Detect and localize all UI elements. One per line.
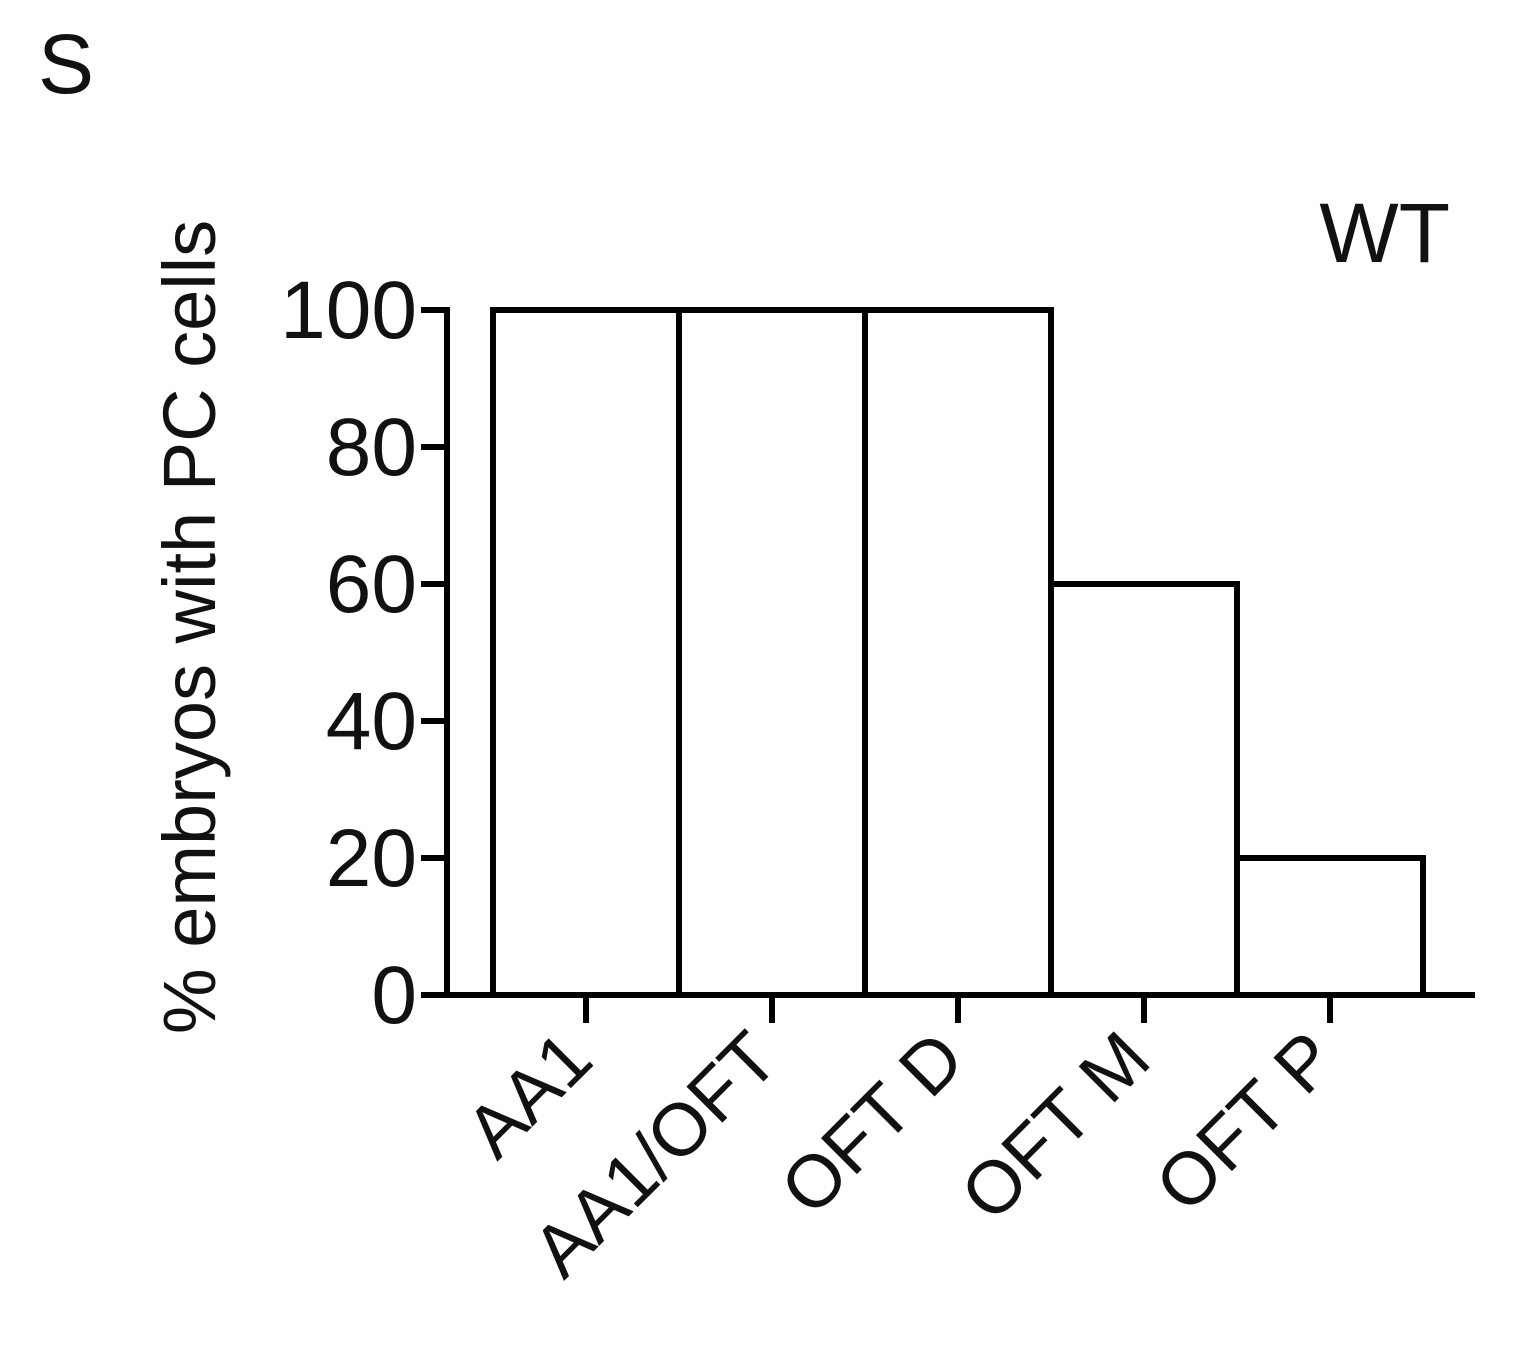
y-tick-label: 40 [326, 676, 417, 767]
bars-group [490, 307, 1426, 998]
y-tick-label: 80 [326, 402, 417, 493]
bar-aa1 [490, 307, 682, 998]
y-axis: 0 20 40 60 80 100 [280, 265, 450, 1041]
y-tick-label: 60 [326, 539, 417, 630]
y-axis-label: % embryos with PC cells [148, 220, 231, 1034]
bar-aa1-oft [676, 307, 868, 998]
x-tick-label: OFT P [1140, 1016, 1352, 1228]
x-tick-label: OFT D [765, 1016, 980, 1231]
y-tick-label: 0 [371, 950, 417, 1041]
y-tick-label: 100 [280, 265, 417, 356]
x-tick-label: OFT M [945, 1016, 1166, 1237]
chart-title: WT [1319, 186, 1450, 280]
bar-oft-m [1048, 581, 1240, 998]
y-tick-label: 20 [326, 813, 417, 904]
x-tick-label: AA1 [450, 1016, 608, 1174]
bar-oft-p [1234, 855, 1426, 998]
panel-label: S [38, 17, 94, 111]
bar-oft-d [862, 307, 1054, 998]
